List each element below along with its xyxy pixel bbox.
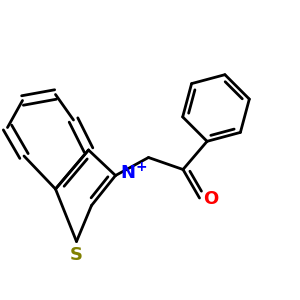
Text: O: O <box>203 190 218 208</box>
Text: S: S <box>70 246 83 264</box>
Text: +: + <box>135 160 147 174</box>
Text: N: N <box>121 164 136 181</box>
